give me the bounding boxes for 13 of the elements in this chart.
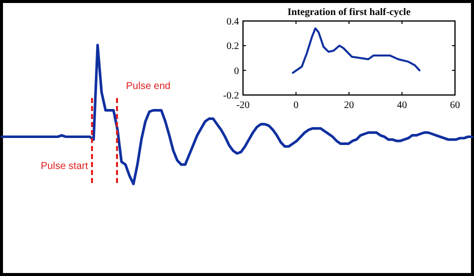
x-tick-label: 20: [344, 100, 354, 111]
annotation: Pulse end: [126, 81, 170, 92]
x-tick-label: -20: [236, 100, 250, 111]
annotation: Pulse start: [40, 161, 88, 172]
y-tick-label: 0.2: [226, 41, 239, 52]
x-tick-label: 60: [450, 100, 460, 111]
x-tick-label: 40: [397, 100, 407, 111]
y-tick-label: 0: [234, 66, 239, 77]
y-tick-label: 0.4: [226, 16, 239, 28]
chart-title: Integration of first half-cycle: [287, 7, 412, 18]
y-tick-label: -0.2: [223, 90, 239, 102]
x-tick-label: 0: [294, 100, 298, 111]
line-series: [292, 27, 420, 74]
